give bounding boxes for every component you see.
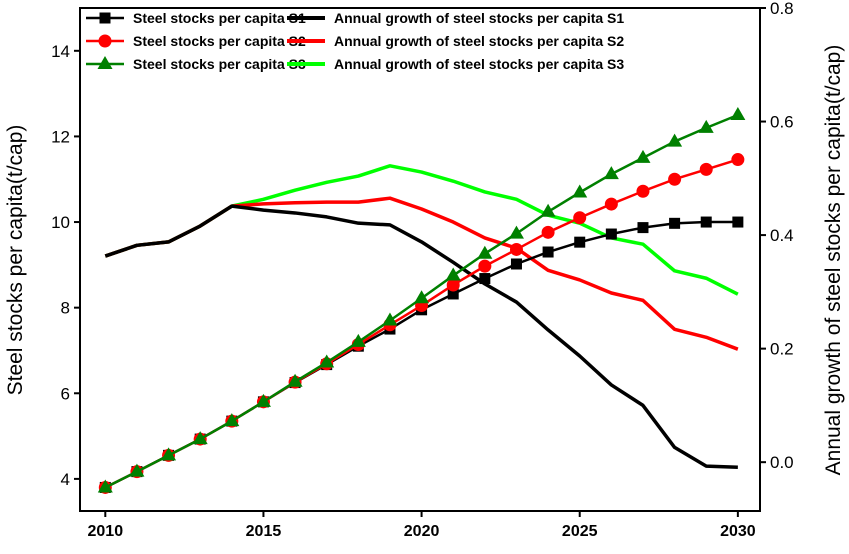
x-tick-label: 2030: [720, 523, 756, 540]
y-right-tick-label: 0.8: [770, 0, 794, 18]
legend-label: Steel stocks per capita S2: [133, 33, 306, 49]
square-marker: [700, 216, 712, 228]
circle-marker: [699, 162, 713, 176]
triangle-marker: [97, 479, 113, 493]
plot-frame: [79, 7, 761, 512]
y-right-tick-label: 0.4: [770, 226, 794, 245]
legend-item: Annual growth of steel stocks per capita…: [287, 33, 624, 49]
legend-item: Steel stocks per capita S1: [86, 10, 306, 26]
circle-marker: [604, 197, 618, 211]
triangle-marker: [97, 56, 113, 69]
triangle-marker: [382, 312, 398, 326]
triangle-marker: [540, 203, 556, 217]
triangle-marker: [572, 184, 588, 198]
legend-item: Steel stocks per capita S2: [86, 33, 306, 49]
square-marker: [637, 222, 649, 234]
circle-marker: [541, 225, 555, 239]
y-right-tick-label: 0.2: [770, 340, 794, 359]
triangle-marker: [255, 393, 271, 407]
triangle-marker: [508, 225, 524, 239]
triangle-marker: [287, 373, 303, 387]
series-line: [104, 196, 739, 351]
circle-marker: [636, 184, 650, 198]
triangle-marker: [192, 431, 208, 445]
legend-label: Annual growth of steel stocks per capita…: [334, 33, 624, 49]
series-4: [104, 204, 738, 470]
triangle-marker: [224, 413, 240, 427]
square-marker: [732, 216, 744, 228]
legend-label: Steel stocks per capita S1: [133, 10, 306, 26]
square-marker: [479, 273, 491, 285]
triangle-marker: [414, 290, 430, 304]
circle-marker: [98, 34, 112, 48]
y-left-tick-label: 6: [61, 384, 70, 403]
circle-marker: [731, 153, 745, 167]
circle-marker: [509, 242, 523, 256]
square-marker: [605, 228, 617, 240]
square-marker: [669, 217, 681, 229]
circle-marker: [668, 172, 682, 186]
legend-item: Annual growth of steel stocks per capita…: [287, 56, 624, 72]
triangle-marker: [129, 463, 145, 477]
triangle-marker: [698, 119, 714, 133]
circle-marker: [446, 278, 460, 292]
y-right-axis-label: Annual growth of steel stocks per capita…: [822, 45, 845, 476]
y-right-tick-label: 0.0: [770, 453, 794, 472]
x-tick-label: 2015: [246, 523, 282, 540]
square-marker: [99, 12, 111, 24]
square-marker: [447, 288, 459, 300]
circle-marker: [573, 211, 587, 225]
triangle-marker: [350, 333, 366, 347]
triangle-marker: [603, 166, 619, 180]
y-left-axis-label: Steel stocks per capita(t/cap): [4, 125, 27, 396]
y-left-tick-label: 4: [61, 470, 70, 489]
series-5: [104, 196, 739, 351]
series-1: [99, 216, 744, 493]
square-marker: [574, 236, 586, 248]
series-line: [104, 220, 738, 489]
square-marker: [510, 258, 522, 270]
x-tick-label: 2020: [404, 523, 440, 540]
circle-marker: [478, 259, 492, 273]
triangle-marker: [477, 245, 493, 259]
y-right-tick-label: 0.6: [770, 113, 794, 132]
triangle-marker: [445, 267, 461, 281]
y-left-tick-label: 10: [51, 213, 70, 232]
legend-item: Annual growth of steel stocks per capita…: [287, 10, 624, 26]
triangle-marker: [161, 447, 177, 461]
legend-item: Steel stocks per capita S3: [86, 56, 306, 72]
triangle-marker: [635, 149, 651, 163]
x-tick-label: 2025: [562, 523, 598, 540]
series-3: [97, 107, 746, 493]
legend-label: Annual growth of steel stocks per capita…: [334, 10, 624, 26]
legend-label: Annual growth of steel stocks per capita…: [334, 56, 624, 72]
triangle-marker: [319, 354, 335, 368]
x-tick-label: 2010: [88, 523, 124, 540]
y-left-tick-label: 14: [51, 42, 70, 61]
square-marker: [542, 246, 554, 258]
y-left-tick-label: 12: [51, 127, 70, 146]
legend-label: Steel stocks per capita S3: [133, 56, 306, 72]
series-line: [104, 204, 738, 470]
triangle-marker: [667, 133, 683, 147]
triangle-marker: [730, 107, 746, 121]
y-left-tick-label: 8: [61, 299, 70, 318]
